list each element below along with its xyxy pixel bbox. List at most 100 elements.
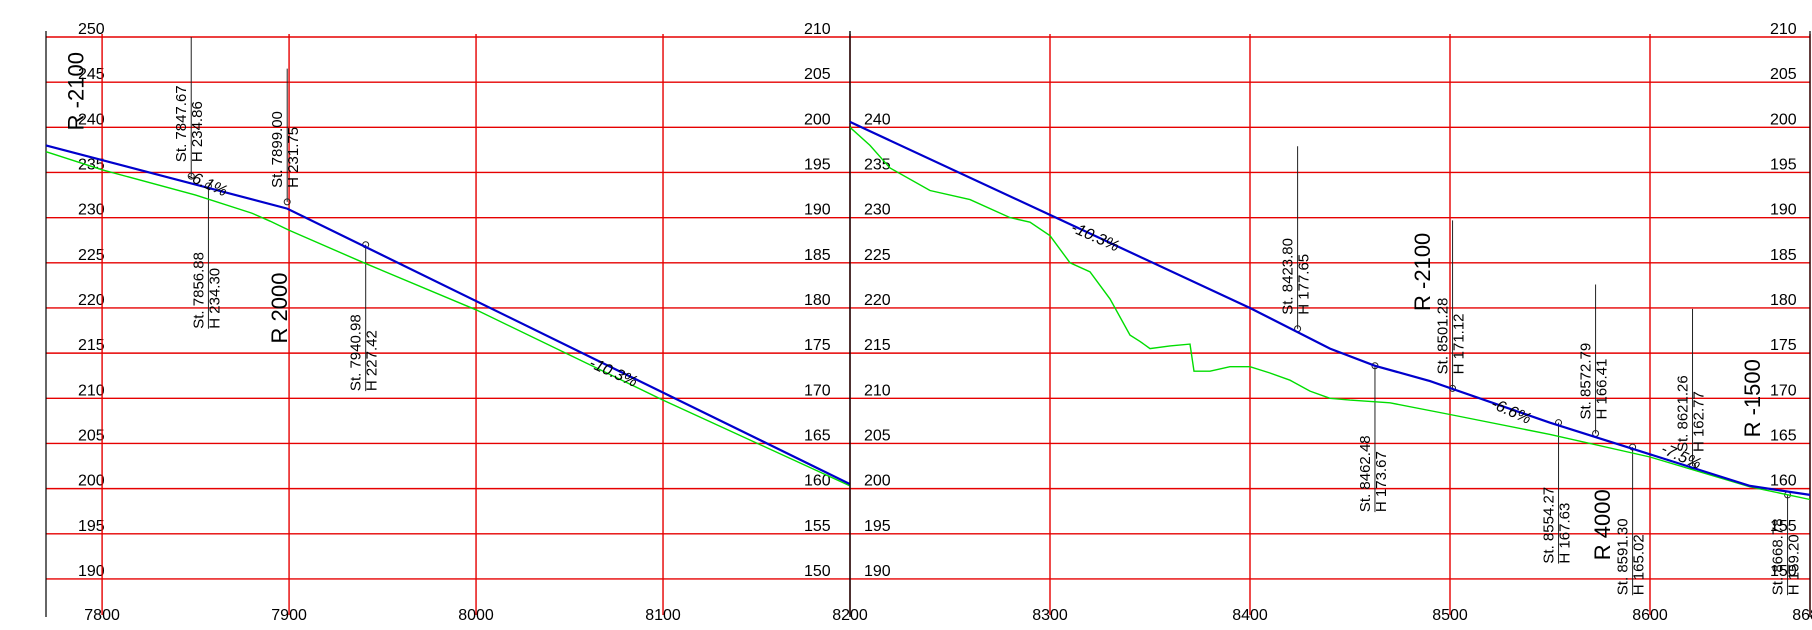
- station-text: St. 7899.00: [269, 111, 286, 188]
- y-right-tick-label: 210: [1770, 21, 1797, 38]
- x-tick-label: 8400: [1232, 607, 1268, 624]
- elevation-text: H 231.75: [285, 127, 302, 188]
- station-text: St. 8554.27: [1541, 487, 1558, 564]
- station-label: St. 8554.27 H 167.63: [1541, 487, 1574, 564]
- y-left-tick-label: 220: [78, 292, 105, 309]
- design-grade-line: [849, 120, 1811, 496]
- y-left-tick-label: 205: [78, 427, 105, 444]
- curve-radius-label: R -2100: [1410, 233, 1435, 311]
- x-tick-label: 8000: [458, 607, 494, 624]
- station-text: St. 8501.28: [1435, 298, 1452, 375]
- y-right-tick-label: 170: [804, 382, 831, 399]
- y-right-tick-label: 165: [804, 427, 831, 444]
- curve-radius-label: R -1500: [1740, 359, 1765, 437]
- y-left-tick-label: 220: [864, 292, 891, 309]
- y-right-tick-label: 175: [804, 337, 831, 354]
- y-left-tick-label: 195: [864, 518, 891, 535]
- y-left-tick-label: 190: [78, 563, 105, 580]
- y-right-tick-label: 205: [1770, 66, 1797, 83]
- y-right-tick-label: 150: [804, 563, 831, 580]
- station-label: St. 7940.98 H 227.42: [348, 314, 381, 391]
- station-label: St. 8591.30 H 165.02: [1615, 518, 1648, 595]
- y-left-tick-label: 210: [864, 382, 891, 399]
- x-tick-label: 8680: [1792, 607, 1812, 624]
- y-right-tick-label: 175: [1770, 337, 1797, 354]
- station-text: St. 8668.78: [1770, 518, 1787, 595]
- y-right-tick-label: 195: [804, 156, 831, 173]
- curve-radius-label: R 4000: [1590, 489, 1615, 560]
- ground-profile-line: [849, 126, 1811, 501]
- station-text: St. 8572.79: [1578, 343, 1595, 420]
- y-right-tick-label: 150: [1770, 563, 1797, 580]
- y-right-tick-label: 165: [1770, 427, 1797, 444]
- station-text: St. 8423.80: [1280, 238, 1297, 315]
- x-tick-label: 8600: [1632, 607, 1668, 624]
- station-text: St. 8621.26: [1675, 375, 1692, 452]
- elevation-text: H 173.67: [1373, 451, 1390, 512]
- y-left-tick-label: 240: [78, 111, 105, 128]
- y-right-tick-label: 180: [1770, 292, 1797, 309]
- y-left-tick-label: 245: [78, 66, 105, 83]
- y-right-tick-label: 155: [1770, 518, 1797, 535]
- elevation-text: H 177.65: [1296, 254, 1313, 315]
- curve-radius-label: R 2000: [267, 272, 292, 343]
- elevation-text: H 234.30: [206, 268, 223, 329]
- station-text: St. 8462.48: [1357, 435, 1374, 512]
- elevation-text: H 162.77: [1691, 391, 1708, 452]
- ground-profile-line: [45, 151, 851, 487]
- design-grade-line: [45, 144, 851, 486]
- station-label: St. 7847.67 H 234.86: [173, 85, 206, 162]
- y-right-tick-label: 155: [804, 518, 831, 535]
- y-right-tick-label: 210: [804, 21, 831, 38]
- station-text: St. 7940.98: [348, 314, 365, 391]
- y-left-tick-label: 240: [864, 111, 891, 128]
- elevation-text: H 167.63: [1557, 503, 1574, 564]
- y-right-tick-label: 195: [1770, 156, 1797, 173]
- y-right-tick-label: 160: [804, 473, 831, 490]
- y-right-tick-label: 190: [1770, 202, 1797, 219]
- station-label: St. 7856.88 H 234.30: [190, 252, 223, 329]
- grade-label: -10.3%: [587, 355, 640, 391]
- x-tick-label: 8500: [1432, 607, 1468, 624]
- elevation-text: H 166.41: [1594, 359, 1611, 420]
- profile-panel-left: 210 205 200 195 190 185 180 175 170 165 160 155 150 2…: [45, 21, 868, 624]
- y-right-tick-label: 160: [1770, 473, 1797, 490]
- station-text: St. 7847.67: [173, 85, 190, 162]
- elevation-text: H 159.20: [1786, 534, 1803, 595]
- station-label: St. 7899.00 H 231.75: [269, 111, 302, 188]
- elevation-text: H 227.42: [364, 330, 381, 391]
- station-label: St. 8501.28 H 171.12: [1435, 298, 1468, 375]
- station-label: St. 8462.48 H 173.67: [1357, 435, 1390, 512]
- y-left-tick-label: 200: [864, 473, 891, 490]
- station-label: St. 8423.80 H 177.65: [1280, 238, 1313, 315]
- station-label: St. 8621.26 H 162.77: [1675, 375, 1708, 452]
- y-left-tick-label: 210: [78, 382, 105, 399]
- elevation-text: H 234.86: [189, 101, 206, 162]
- station-label: St. 8572.79 H 166.41: [1578, 343, 1611, 420]
- y-left-tick-label: 250: [78, 21, 105, 38]
- y-right-tick-label: 185: [1770, 247, 1797, 264]
- y-left-tick-label: 195: [78, 518, 105, 535]
- station-marker: [283, 198, 291, 206]
- x-tick-label: 7800: [84, 607, 120, 624]
- profile-panel-right: 210 205 200 195 190 185 180 175 170 165 160 155 150 2…: [849, 21, 1812, 624]
- y-left-tick-label: 215: [78, 337, 105, 354]
- y-right-tick-label: 200: [1770, 111, 1797, 128]
- station-text: St. 8591.30: [1615, 518, 1632, 595]
- y-right-tick-label: 180: [804, 292, 831, 309]
- y-right-tick-label: 205: [804, 66, 831, 83]
- y-right-tick-label: 200: [804, 111, 831, 128]
- station-marker: [187, 172, 195, 180]
- y-left-tick-label: 200: [78, 473, 105, 490]
- x-tick-label: 8300: [1032, 607, 1068, 624]
- elevation-text: H 171.12: [1451, 313, 1468, 374]
- x-tick-label: 7900: [271, 607, 307, 624]
- grade-label: -10.3%: [1068, 219, 1121, 255]
- elevation-text: H 165.02: [1631, 534, 1648, 595]
- y-right-tick-label: 185: [804, 247, 831, 264]
- y-left-tick-label: 225: [864, 247, 891, 264]
- y-left-tick-label: 230: [78, 202, 105, 219]
- y-left-tick-label: 205: [864, 427, 891, 444]
- curve-radius-label: R -2100: [63, 52, 88, 130]
